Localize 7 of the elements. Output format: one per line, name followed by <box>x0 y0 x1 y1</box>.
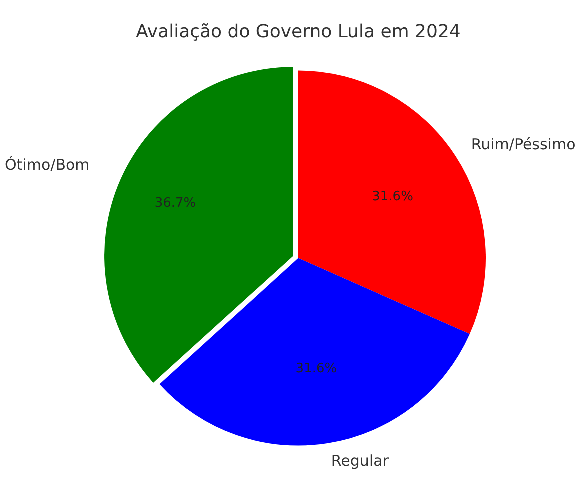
slice-label: Ótimo/Bom <box>5 156 90 174</box>
data-label: 31.6% <box>296 362 338 377</box>
data-label: 36.7% <box>154 196 196 212</box>
data-label: 31.6% <box>372 189 414 204</box>
chart-title: Avaliação do Governo Lula em 2024 <box>136 21 461 42</box>
slice-label: Ruim/Péssimo <box>471 136 576 154</box>
slice-label: Regular <box>331 452 390 470</box>
